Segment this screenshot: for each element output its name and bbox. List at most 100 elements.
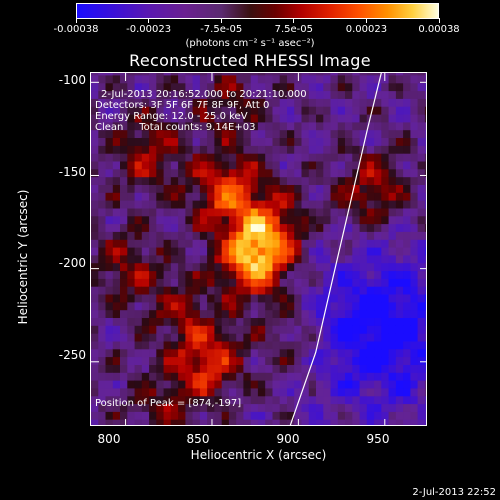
heatmap-cell: [395, 153, 404, 162]
heatmap-cell: [228, 231, 237, 240]
heatmap-cell: [388, 121, 397, 131]
heatmap-cell: [127, 254, 136, 264]
heatmap-cell: [323, 286, 332, 295]
heatmap-cell: [214, 317, 223, 326]
heatmap-cell: [287, 333, 295, 342]
heatmap-cell: [388, 168, 397, 178]
heatmap-cell: [345, 254, 353, 264]
heatmap-cell: [359, 317, 368, 326]
heatmap-cell: [374, 387, 382, 397]
heatmap-cell: [163, 137, 172, 146]
heatmap-cell: [395, 254, 404, 264]
heatmap-cell: [105, 153, 114, 162]
heatmap-cell: [287, 223, 295, 232]
heatmap-cell: [250, 129, 259, 138]
heatmap-cell: [316, 192, 324, 201]
heatmap-cell: [410, 153, 419, 162]
y-tick-label: -200: [58, 256, 86, 270]
heatmap-cell: [345, 215, 353, 225]
heatmap-cell: [207, 168, 215, 178]
heatmap-cell: [98, 333, 107, 342]
heatmap-cell: [178, 223, 186, 232]
heatmap-cell: [91, 340, 99, 350]
heatmap-cell: [337, 380, 346, 389]
heatmap-cell: [243, 207, 252, 217]
heatmap-cell: [141, 192, 150, 201]
heatmap-cell: [352, 200, 361, 209]
heatmap-cell: [112, 114, 121, 123]
heatmap-cell: [236, 247, 245, 256]
heatmap-cell: [417, 395, 426, 405]
heatmap-cell: [359, 325, 368, 334]
heatmap-cell: [352, 380, 361, 389]
heatmap-cell: [330, 114, 339, 123]
heatmap-cell: [323, 114, 332, 123]
heatmap-cell: [308, 411, 317, 420]
heatmap-cell: [294, 294, 303, 303]
heatmap-cell: [149, 82, 157, 92]
heatmap-cell: [105, 333, 114, 342]
heatmap-cell: [91, 160, 99, 170]
heatmap-cell: [381, 262, 390, 272]
heatmap-cell: [330, 403, 339, 412]
heatmap-cell: [236, 168, 245, 178]
heatmap-cell: [395, 380, 404, 389]
heatmap-cell: [192, 73, 201, 76]
heatmap-cell: [345, 301, 353, 311]
heatmap-cell: [345, 340, 353, 350]
heatmap-cell: [366, 231, 375, 240]
heatmap-cell: [163, 356, 172, 365]
heatmap-cell: [323, 254, 332, 264]
heatmap-cell: [417, 270, 426, 279]
heatmap-cell: [359, 145, 368, 154]
heatmap-cell: [294, 176, 303, 185]
heatmap-cell: [366, 82, 375, 92]
heatmap-cell: [221, 411, 230, 420]
heatmap-cell: [308, 387, 317, 397]
heatmap-cell: [112, 254, 121, 264]
heatmap-cell: [272, 82, 281, 92]
heatmap-cell: [417, 98, 426, 107]
heatmap-cell: [316, 286, 324, 295]
heatmap-cell: [149, 340, 157, 350]
heatmap-cell: [316, 247, 324, 256]
heatmap-cell: [279, 239, 288, 248]
heatmap-cell: [403, 364, 411, 373]
heatmap-cell: [221, 254, 230, 264]
heatmap-cell: [265, 73, 274, 76]
heatmap-cell: [207, 215, 215, 225]
heatmap-cell: [98, 254, 107, 264]
heatmap-cell: [228, 239, 237, 248]
heatmap-cell: [301, 325, 310, 334]
heatmap-cell: [243, 239, 252, 248]
heatmap-cell: [330, 215, 339, 225]
heatmap-cell: [388, 403, 397, 412]
heatmap-cell: [156, 387, 165, 397]
heatmap-cell: [228, 270, 237, 279]
heatmap-cell: [98, 247, 107, 256]
heatmap-cell: [91, 395, 99, 405]
heatmap-cell: [301, 372, 310, 381]
heatmap-cell: [374, 74, 382, 84]
heatmap-cell: [192, 278, 201, 287]
heatmap-cell: [185, 231, 194, 240]
heatmap-cell: [141, 200, 150, 209]
heatmap-cell: [192, 333, 201, 342]
heatmap-cell: [236, 294, 245, 303]
heatmap-cell: [316, 73, 324, 76]
heatmap-cell: [221, 372, 230, 381]
heatmap-cell: [316, 340, 324, 350]
heatmap-cell: [185, 121, 194, 131]
heatmap-cell: [403, 106, 411, 115]
heatmap-cell: [98, 372, 107, 381]
heatmap-cell: [170, 286, 179, 295]
heatmap-cell: [410, 129, 419, 138]
heatmap-cell: [345, 153, 353, 162]
heatmap-cell: [156, 231, 165, 240]
heatmap-cell: [112, 129, 121, 138]
heatmap-cell: [127, 192, 136, 201]
heatmap-cell: [250, 254, 259, 264]
heatmap-cell: [250, 395, 259, 405]
heatmap-cell: [337, 121, 346, 131]
heatmap-cell: [301, 403, 310, 412]
